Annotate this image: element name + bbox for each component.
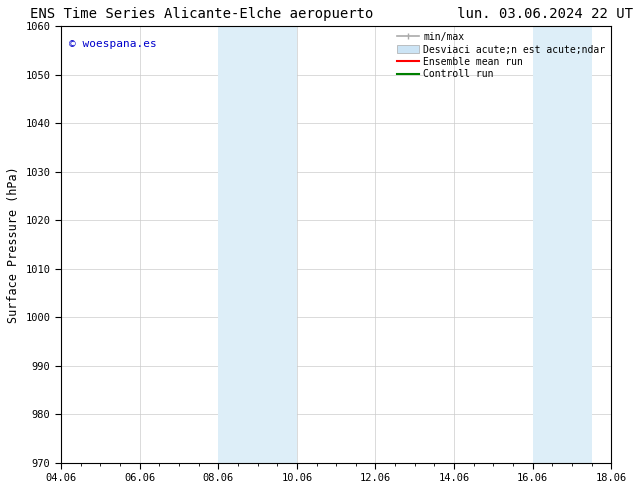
Title: ENS Time Series Alicante-Elche aeropuerto          lun. 03.06.2024 22 UTC: ENS Time Series Alicante-Elche aeropuert… [30,7,634,21]
Legend: min/max, Desviaci acute;n est acute;ndar, Ensemble mean run, Controll run: min/max, Desviaci acute;n est acute;ndar… [393,28,609,83]
Y-axis label: Surface Pressure (hPa): Surface Pressure (hPa) [7,166,20,323]
Text: © woespana.es: © woespana.es [69,39,157,49]
Bar [533,26,592,463]
Bar [218,26,297,463]
